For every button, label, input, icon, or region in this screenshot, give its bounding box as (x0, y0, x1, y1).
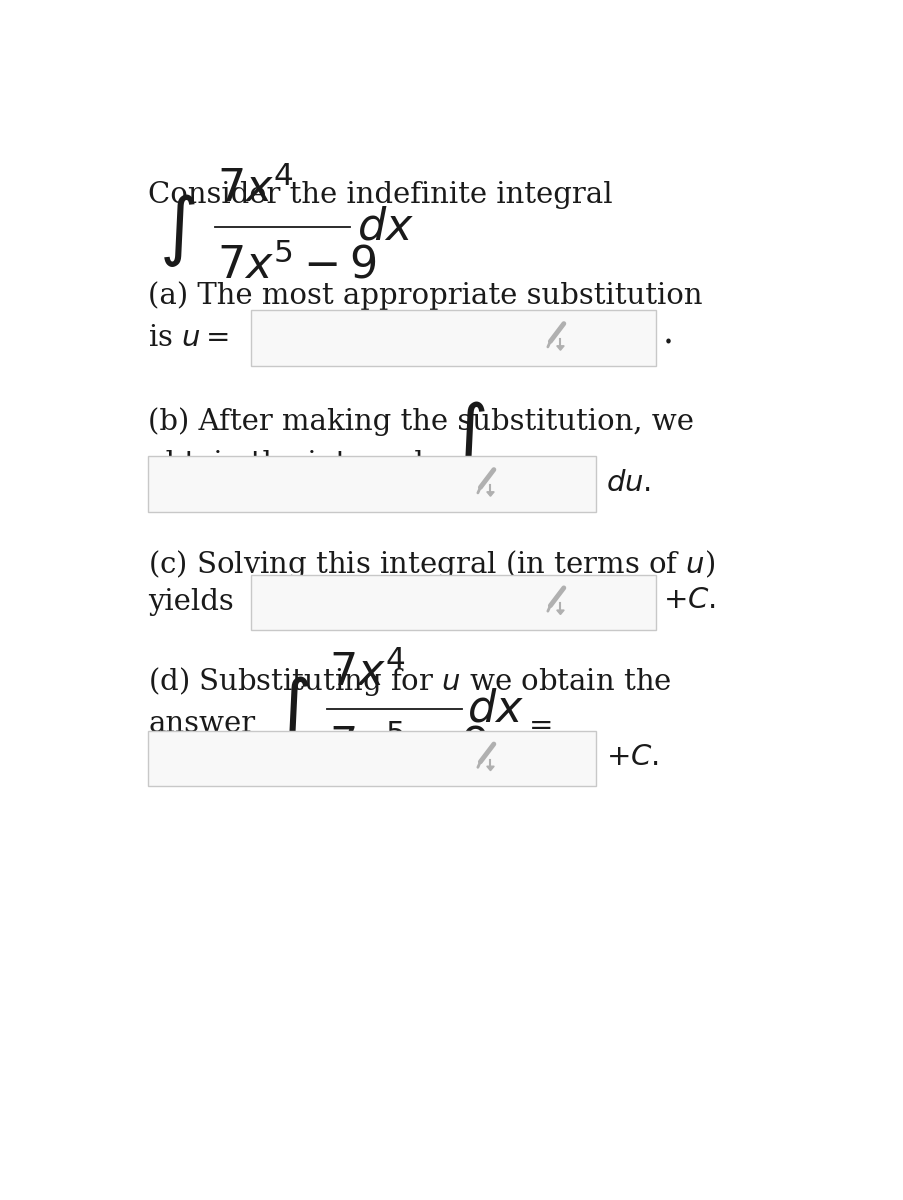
Text: $7x^4$: $7x^4$ (217, 168, 293, 211)
Text: Consider the indefinite integral: Consider the indefinite integral (148, 181, 612, 209)
Text: $+C.$: $+C.$ (605, 743, 657, 770)
Text: $\int$: $\int$ (158, 192, 195, 269)
Text: answer: answer (148, 710, 255, 738)
Text: (c) Solving this integral (in terms of $u$): (c) Solving this integral (in terms of $… (148, 547, 714, 581)
Text: $+C.$: $+C.$ (662, 587, 715, 614)
Text: $du.$: $du.$ (605, 469, 650, 497)
Text: $\int$: $\int$ (449, 400, 485, 476)
Text: $\int$: $\int$ (273, 673, 309, 751)
Text: $7x^5 - 9$: $7x^5 - 9$ (217, 244, 376, 288)
FancyBboxPatch shape (148, 456, 596, 511)
Text: yields: yields (148, 588, 234, 617)
Polygon shape (486, 492, 494, 497)
Text: (b) After making the substitution, we: (b) After making the substitution, we (148, 407, 694, 436)
Text: .: . (662, 317, 674, 350)
FancyBboxPatch shape (251, 311, 656, 366)
FancyBboxPatch shape (251, 575, 656, 630)
Text: $7x^5 - 9$: $7x^5 - 9$ (329, 725, 488, 768)
Polygon shape (486, 767, 494, 770)
Text: $7x^4$: $7x^4$ (329, 650, 405, 695)
Text: (a) The most appropriate substitution: (a) The most appropriate substitution (148, 281, 702, 310)
Text: is $u =$: is $u =$ (148, 324, 228, 352)
Polygon shape (556, 346, 563, 350)
Text: $=$: $=$ (522, 710, 552, 738)
Polygon shape (556, 610, 563, 614)
Text: (d) Substituting for $u$ we obtain the: (d) Substituting for $u$ we obtain the (148, 665, 671, 698)
Text: obtain the integral: obtain the integral (148, 450, 424, 478)
Text: $dx$: $dx$ (357, 205, 414, 248)
FancyBboxPatch shape (148, 731, 596, 786)
Text: $dx$: $dx$ (466, 686, 523, 730)
